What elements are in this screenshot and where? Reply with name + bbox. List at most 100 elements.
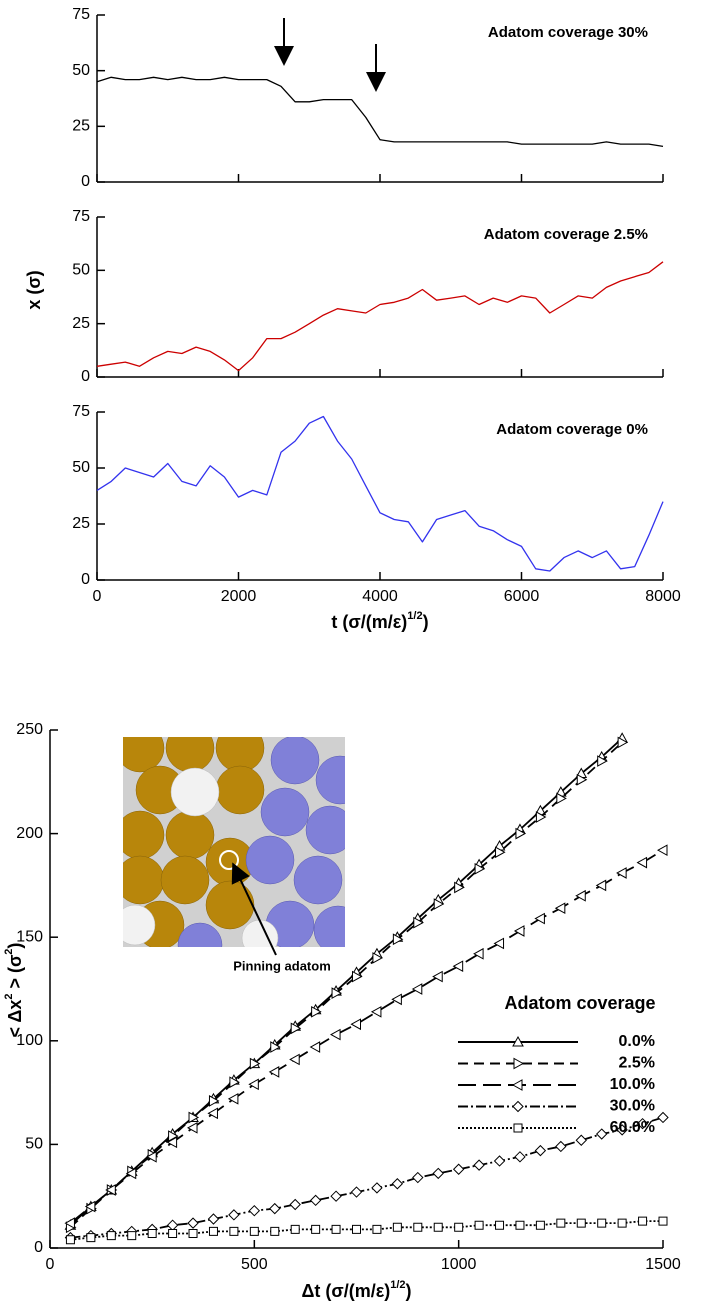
marker [557,1219,565,1227]
marker [290,1054,299,1064]
x-tick-label: 0 [93,588,102,605]
marker [414,1223,422,1231]
y-tick-label: 50 [72,62,90,79]
marker [331,1191,341,1201]
marker [209,1227,217,1235]
y-axis-label: x (σ) [24,270,44,309]
marker [66,1236,74,1244]
y-tick-label: 50 [72,459,90,476]
marker [352,1187,362,1197]
y-tick-label: 200 [16,825,43,842]
marker [577,1219,585,1227]
marker [270,1067,279,1077]
marker [107,1232,115,1240]
marker [128,1232,136,1240]
marker [290,1199,300,1209]
x-axis-label-part: 1/2 [390,1279,405,1291]
marker [658,845,667,855]
y-axis-label-part: x (σ) [24,270,44,309]
marker [516,1221,524,1229]
x-axis-label-part: ) [406,1281,412,1301]
marker [515,1152,525,1162]
marker [495,1156,505,1166]
y-tick-label: 25 [72,315,90,332]
x-axis-label-part: t (σ/(m/ε) [331,612,407,632]
marker [249,1206,259,1216]
y-tick-label: 0 [81,571,90,588]
marker [189,1229,197,1237]
marker [271,1227,279,1235]
marker [168,1220,178,1230]
marker [331,1030,340,1040]
marker [392,1179,402,1189]
y-tick-label: 0 [34,1239,43,1256]
marker [514,1124,522,1132]
marker [576,891,585,901]
marker [392,994,401,1004]
marker [87,1234,95,1242]
marker [230,1227,238,1235]
inset-image [115,724,364,967]
x-axis-label-part: Δt (σ/(m/ε) [301,1281,390,1301]
data-line [70,1221,663,1240]
y-axis-label-part: ) [5,943,25,949]
marker [188,1218,198,1228]
x-tick-label: 4000 [362,588,398,605]
marker [208,1214,218,1224]
marker [535,914,544,924]
marker [576,1135,586,1145]
marker [373,1225,381,1233]
marker [556,903,565,913]
legend-label: 0.0% [619,1033,655,1050]
marker [513,1080,522,1090]
marker [474,1160,484,1170]
y-tick-label: 0 [81,368,90,385]
marker [598,1219,606,1227]
marker [229,1210,239,1220]
marker [312,1225,320,1233]
marker [638,858,647,868]
marker [291,1225,299,1233]
y-tick-label: 75 [72,403,90,420]
x-axis-label-part: 1/2 [407,610,422,622]
marker [270,1204,280,1214]
marker [433,1168,443,1178]
x-tick-label: 6000 [504,588,540,605]
legend-label: 2.5% [619,1055,655,1072]
marker [597,1129,607,1139]
marker [311,1195,321,1205]
marker [372,1007,381,1017]
x-tick-label: 8000 [645,588,681,605]
marker [311,1042,320,1052]
y-tick-label: 25 [72,515,90,532]
legend-title: Adatom coverage [504,993,655,1013]
data-line [97,77,663,146]
data-line [70,1118,663,1238]
marker [454,961,463,971]
legend-label: 30.0% [610,1098,655,1115]
marker [413,984,422,994]
y-tick-label: 75 [72,6,90,23]
x-tick-label: 1500 [645,1256,681,1273]
marker [434,1223,442,1231]
panel-annotation: Adatom coverage 30% [488,24,648,41]
panel-annotation: Adatom coverage 2.5% [484,226,648,243]
marker [639,1217,647,1225]
marker [658,1112,668,1122]
figure: Pinning adatom 0255075Adatom coverage 30… [0,0,707,1301]
marker [659,1217,667,1225]
marker [618,1219,626,1227]
marker [513,1102,523,1112]
marker [556,1141,566,1151]
y-tick-label: 75 [72,208,90,225]
y-tick-label: 50 [72,262,90,279]
panel-annotation: Adatom coverage 0% [496,421,648,438]
marker [617,868,626,878]
legend-label: 10.0% [610,1076,655,1093]
marker [250,1227,258,1235]
x-axis-label-part: ) [423,612,429,632]
marker [455,1223,463,1231]
marker [515,926,524,936]
data-line [97,262,663,371]
y-tick-label: 0 [81,173,90,190]
